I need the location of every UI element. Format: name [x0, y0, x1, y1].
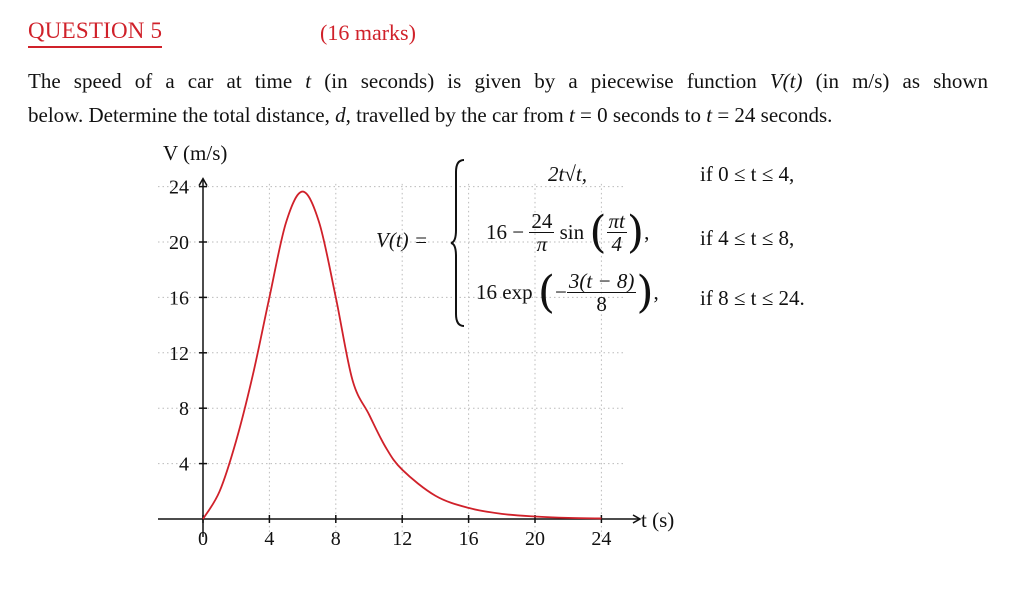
fraction-numerator: πt	[606, 209, 627, 233]
paren-open: (	[589, 206, 607, 258]
y-tick-label: 4	[179, 454, 189, 476]
y-axis-arrow	[198, 177, 208, 186]
fraction-denominator: π	[536, 232, 548, 256]
x-tick-label: 12	[392, 528, 412, 550]
case2-expr: 16 − 24 π sin (πt 4),	[486, 206, 650, 258]
fraction-numerator: 3(t − 8)	[566, 269, 637, 293]
y-tick-label: 8	[179, 398, 189, 420]
function-lhs: V(t) =	[376, 228, 429, 252]
text-run: = 24 seconds.	[712, 103, 833, 127]
case3-prefix: 16 exp	[476, 280, 533, 304]
x-tick-label: 4	[264, 528, 274, 550]
case3-condition: if 8 ≤ t ≤ 24.	[700, 286, 805, 310]
sin-label: sin	[559, 220, 585, 244]
left-brace	[450, 159, 465, 327]
question-marks: (16 marks)	[320, 20, 416, 45]
var-t: t	[568, 103, 575, 127]
question-line-2: below. Determine the total distance, d, …	[28, 98, 988, 132]
x-tick-label: 16	[459, 528, 479, 550]
question-title-wrap: QUESTION 5	[28, 18, 163, 48]
x-axis-label: t (s)	[641, 508, 674, 532]
case2-fraction: 24 π	[529, 209, 555, 256]
case1-expr: 2t√t,	[548, 162, 587, 186]
case3-expr: 16 exp (−3(t − 8) 8),	[476, 266, 659, 318]
paren-open: (	[537, 266, 555, 318]
fraction-numerator: 24	[529, 209, 555, 233]
var-d: d	[335, 103, 346, 127]
y-tick-label: 12	[169, 343, 189, 365]
var-t: t	[706, 103, 713, 127]
question-title: QUESTION 5	[28, 18, 163, 48]
x-axis-arrow	[632, 514, 642, 524]
case3-arg-fraction: 3(t − 8) 8	[566, 269, 637, 316]
text-run: below. Determine the total distance,	[28, 103, 336, 127]
y-axis-label: V (m/s)	[163, 141, 227, 165]
case2-prefix: 16 −	[486, 220, 525, 244]
y-tick-label: 20	[169, 232, 189, 254]
x-tick-label: 0	[198, 528, 208, 550]
question-text: The speed of a car at time t (in seconds…	[28, 64, 988, 132]
speed-curve	[202, 190, 602, 520]
paren-close: )	[636, 266, 654, 318]
y-tick-label: 24	[169, 177, 189, 199]
x-tick-label: 20	[525, 528, 545, 550]
text-run: The speed of a car at time	[28, 69, 306, 93]
text-run: = 0 seconds to	[574, 103, 707, 127]
question-line-1: The speed of a car at time t (in seconds…	[28, 64, 988, 98]
fraction-denominator: 4	[611, 232, 622, 256]
text-run: (in seconds) is given by a piecewise fun…	[311, 69, 770, 93]
case2-arg-fraction: πt 4	[606, 209, 627, 256]
paren-close: )	[626, 206, 645, 258]
var-V: V(t)	[769, 69, 803, 93]
case2-condition: if 4 ≤ t ≤ 8,	[700, 226, 795, 250]
fraction-denominator: 8	[596, 292, 607, 316]
text-run: , travelled by the car from	[345, 103, 569, 127]
case1-condition: if 0 ≤ t ≤ 4,	[700, 162, 795, 186]
y-tick-label: 16	[169, 287, 189, 309]
x-tick-label: 24	[591, 528, 611, 550]
text-run: (in m/s) as shown	[802, 69, 988, 93]
x-tick-label: 8	[331, 528, 341, 550]
var-t: t	[305, 69, 312, 93]
